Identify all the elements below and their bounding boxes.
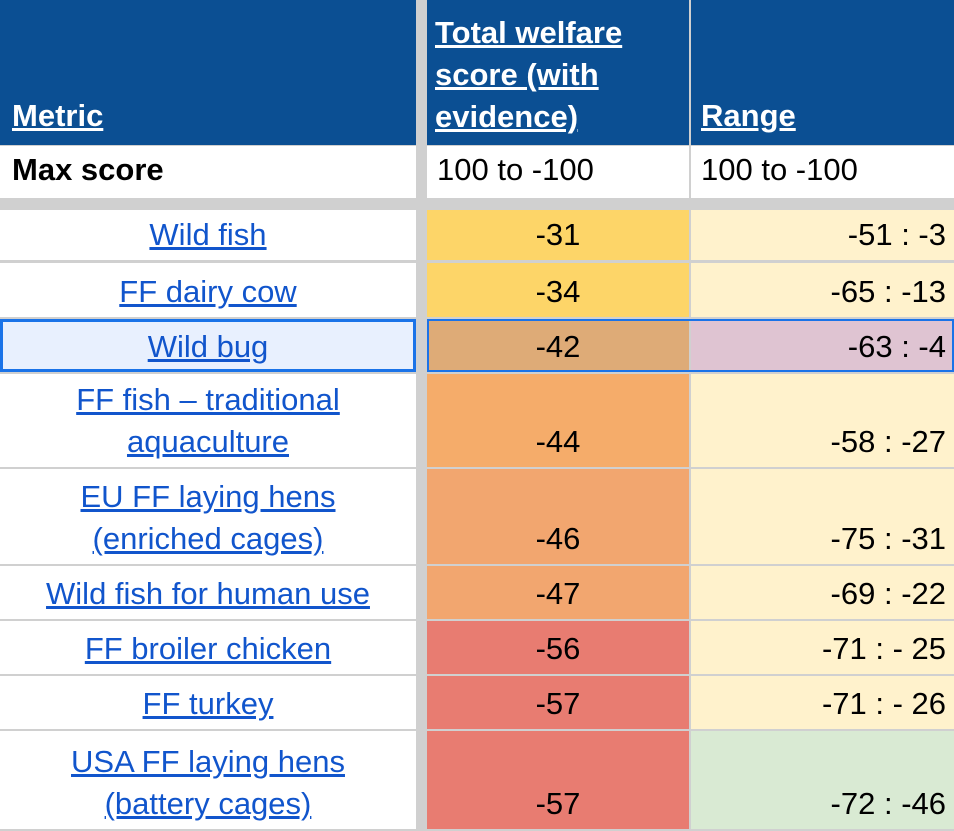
total-score-cell[interactable]: -57	[427, 731, 689, 829]
range-value: -72 : -46	[830, 786, 946, 821]
header-range-link[interactable]: Range	[701, 98, 796, 133]
total-score-cell[interactable]: -44	[427, 374, 689, 467]
metric-cell[interactable]: Wild bug	[0, 319, 416, 372]
max-score-range: 100 to -100	[701, 152, 858, 187]
metric-cell[interactable]: FF turkey	[0, 676, 416, 729]
total-score-value: -47	[535, 576, 581, 611]
total-score-cell[interactable]: -56	[427, 621, 689, 674]
metric-link[interactable]: Wild fish for human use	[46, 576, 370, 611]
total-score-cell[interactable]: -46	[427, 469, 689, 564]
metric-link[interactable]: FF fish – traditional	[76, 382, 340, 417]
range-value: -58 : -27	[830, 424, 946, 459]
metric-link[interactable]: Wild fish	[149, 217, 267, 252]
metric-cell[interactable]: FF dairy cow	[0, 263, 416, 317]
range-cell[interactable]: -71 : - 25	[691, 621, 954, 674]
range-value: -69 : -22	[830, 576, 946, 611]
range-value: -75 : -31	[830, 521, 946, 556]
range-cell[interactable]: -63 : -4	[691, 319, 954, 372]
total-score-value: -46	[535, 521, 581, 556]
range-cell[interactable]: -58 : -27	[691, 374, 954, 467]
header-total-score-line[interactable]: evidence)	[435, 99, 579, 134]
total-score-cell[interactable]: -34	[427, 263, 689, 317]
metric-link-group[interactable]: FF fish – traditional aquaculture	[76, 379, 340, 463]
max-score-total: 100 to -100	[437, 152, 594, 187]
total-score-value: -42	[535, 329, 581, 364]
total-score-value: -34	[535, 274, 581, 309]
total-score-value: -56	[535, 631, 581, 666]
range-value: -51 : -3	[847, 217, 946, 252]
range-cell[interactable]: -69 : -22	[691, 566, 954, 619]
max-score-label: Max score	[12, 152, 164, 187]
metric-link-group[interactable]: USA FF laying hens (battery cages)	[71, 741, 345, 825]
total-score-value: -57	[535, 786, 581, 821]
header-metric-cell[interactable]: Metric	[0, 0, 416, 145]
range-cell[interactable]: -51 : -3	[691, 210, 954, 260]
metric-cell[interactable]: USA FF laying hens (battery cages)	[0, 731, 416, 829]
range-value: -71 : - 26	[821, 686, 946, 721]
metric-link[interactable]: FF turkey	[142, 686, 274, 721]
range-value: -63 : -4	[847, 329, 946, 364]
total-score-value: -31	[535, 217, 581, 252]
range-cell[interactable]: -71 : - 26	[691, 676, 954, 729]
range-cell[interactable]: -65 : -13	[691, 263, 954, 317]
range-value: -65 : -13	[830, 274, 946, 309]
metric-link-group[interactable]: FF broiler chicken	[85, 628, 331, 670]
metric-link[interactable]: Wild bug	[147, 329, 269, 364]
metric-link-group[interactable]: Wild fish for human use	[46, 573, 370, 615]
max-score-total-cell[interactable]: 100 to -100	[427, 146, 689, 198]
header-metric-link[interactable]: Metric	[12, 98, 104, 133]
total-score-cell[interactable]: -47	[427, 566, 689, 619]
metric-link[interactable]: (enriched cages)	[92, 521, 324, 556]
header-range-cell[interactable]: Range	[691, 0, 954, 145]
metric-link[interactable]: EU FF laying hens	[80, 479, 336, 514]
metric-link-group[interactable]: Wild bug	[148, 326, 269, 368]
metric-link-group[interactable]: EU FF laying hens (enriched cages)	[81, 476, 336, 560]
metric-link[interactable]: FF dairy cow	[119, 274, 297, 309]
metric-link[interactable]: USA FF laying hens	[71, 744, 345, 779]
header-total-score-line[interactable]: score (with	[435, 57, 599, 92]
header-total-score-cell[interactable]: Total welfare score (with evidence)	[427, 0, 689, 145]
metric-cell[interactable]: Wild fish for human use	[0, 566, 416, 619]
range-value: -71 : - 25	[821, 631, 946, 666]
metric-link[interactable]: aquaculture	[126, 424, 289, 459]
metric-cell[interactable]: FF broiler chicken	[0, 621, 416, 674]
max-score-label-cell[interactable]: Max score	[0, 146, 416, 198]
metric-cell[interactable]: Wild fish	[0, 210, 416, 260]
total-score-cell[interactable]: -57	[427, 676, 689, 729]
metric-link-group[interactable]: FF turkey	[143, 683, 274, 725]
max-score-range-cell[interactable]: 100 to -100	[691, 146, 954, 198]
range-cell[interactable]: -72 : -46	[691, 731, 954, 829]
total-score-cell[interactable]: -31	[427, 210, 689, 260]
metric-link[interactable]: FF broiler chicken	[84, 631, 332, 666]
range-cell[interactable]: -75 : -31	[691, 469, 954, 564]
total-score-value: -57	[535, 686, 581, 721]
header-total-score-line[interactable]: Total welfare	[435, 15, 623, 50]
metric-cell[interactable]: EU FF laying hens (enriched cages)	[0, 469, 416, 564]
metric-cell[interactable]: FF fish – traditional aquaculture	[0, 374, 416, 467]
metric-link-group[interactable]: FF dairy cow	[119, 271, 296, 313]
total-score-cell[interactable]: -42	[427, 319, 689, 372]
metric-link[interactable]: (battery cages)	[104, 786, 312, 821]
total-score-value: -44	[535, 424, 581, 459]
metric-link-group[interactable]: Wild fish	[149, 214, 266, 256]
